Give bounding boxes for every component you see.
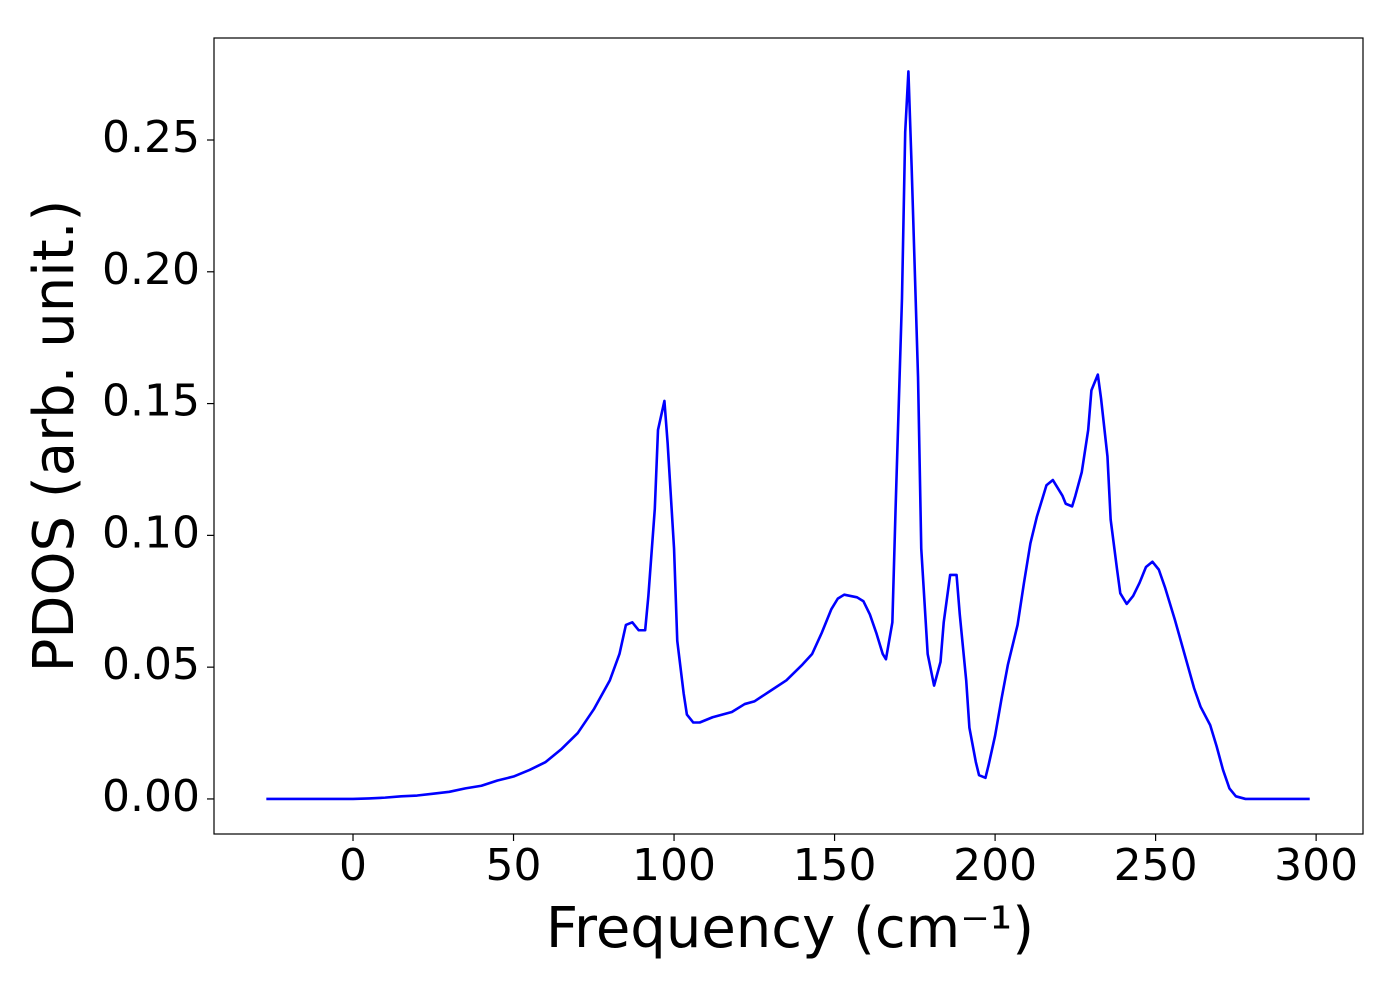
y-tick-label: 0.20 [102,244,200,295]
x-tick-label: 250 [1114,840,1198,891]
x-tick-label: 200 [953,840,1037,891]
x-tick-label: 150 [793,840,877,891]
x-tick-label: 300 [1274,840,1358,891]
plot-frame [213,37,1364,835]
y-tick-label: 0.10 [102,507,200,558]
x-tick-label: 50 [486,840,542,891]
x-tick-label: 0 [339,840,367,891]
y-axis-label: PDOS (arb. unit.) [22,200,87,673]
y-tick-label: 0.15 [102,376,200,427]
data-line [266,70,1310,801]
x-axis-label: Frequency (cm⁻¹) [546,896,1034,961]
x-tick-label: 100 [632,840,716,891]
y-tick-label: 0.05 [102,639,200,690]
y-tick-label: 0.00 [102,771,200,822]
y-tick-label: 0.25 [102,112,200,163]
